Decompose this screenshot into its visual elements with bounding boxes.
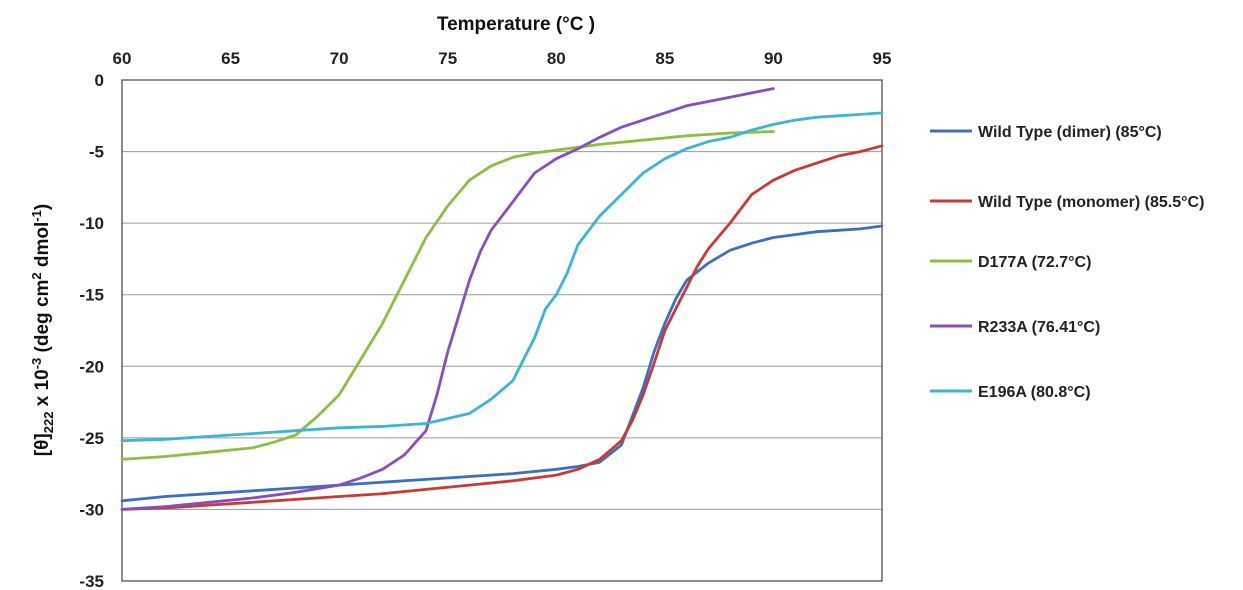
y-axis-title: [θ]222 x 10-3 (deg cm2 dmol-1) [29,204,56,456]
x-tick-label: 75 [438,49,457,68]
grid-layer [122,79,882,582]
y-axis-title-end: ) [32,204,53,210]
y-tick-label: -30 [79,500,104,519]
series-line-3 [120,130,775,461]
y-axis-title-subscript: 222 [41,412,56,434]
x-axis-title: Temperature (°C ) [437,14,595,35]
legend: Wild Type (dimer) (85°C) Wild Type (monom… [930,124,1204,401]
x-tick-label: 70 [330,49,349,68]
series-line-1 [120,224,884,503]
series-line-5 [120,111,884,443]
x-tick-label: 80 [547,49,566,68]
legend-label: Wild Type (dimer) (85°C) [978,124,1162,141]
x-tick-label: 95 [873,49,892,68]
y-tick-label: -5 [89,143,104,162]
y-tick-label: -20 [79,357,104,376]
series-layer [120,87,884,511]
y-axis-title-superscript: -3 [29,358,44,370]
y-tick-label: -10 [79,214,104,233]
x-tick-label: 65 [221,49,240,68]
x-tick-label: 90 [764,49,783,68]
legend-label: E196A (80.8°C) [978,384,1091,401]
y-axis-title-prefix: [θ] [32,433,53,456]
x-tick-label: 85 [655,49,674,68]
y-tick-label: 0 [95,71,104,90]
y-axis-title-suffix: (deg cm [32,280,53,358]
x-tick-label: 60 [113,49,132,68]
y-tick-label: -35 [79,572,104,590]
y-axis-title-suffix2: dmol [32,222,53,273]
y-axis-title-sup2: 2 [29,272,44,279]
tick-layer: 0 -5 -10 -15 -20 -25 -30 -35 60 65 70 75 80 85 90 95 [79,49,891,590]
series-line-4 [120,87,775,511]
y-tick-label: -25 [79,429,104,448]
legend-label: D177A (72.7°C) [978,254,1091,271]
y-axis-title-sup3: -1 [29,210,44,222]
series-line-2 [120,144,884,511]
legend-label: R233A (76.41°C) [978,319,1100,336]
y-axis-title-middle: x 10 [32,369,53,411]
y-tick-label: -15 [79,286,104,305]
plot-frame [121,79,883,582]
legend-label: Wild Type (monomer) (85.5°C) [978,194,1204,211]
